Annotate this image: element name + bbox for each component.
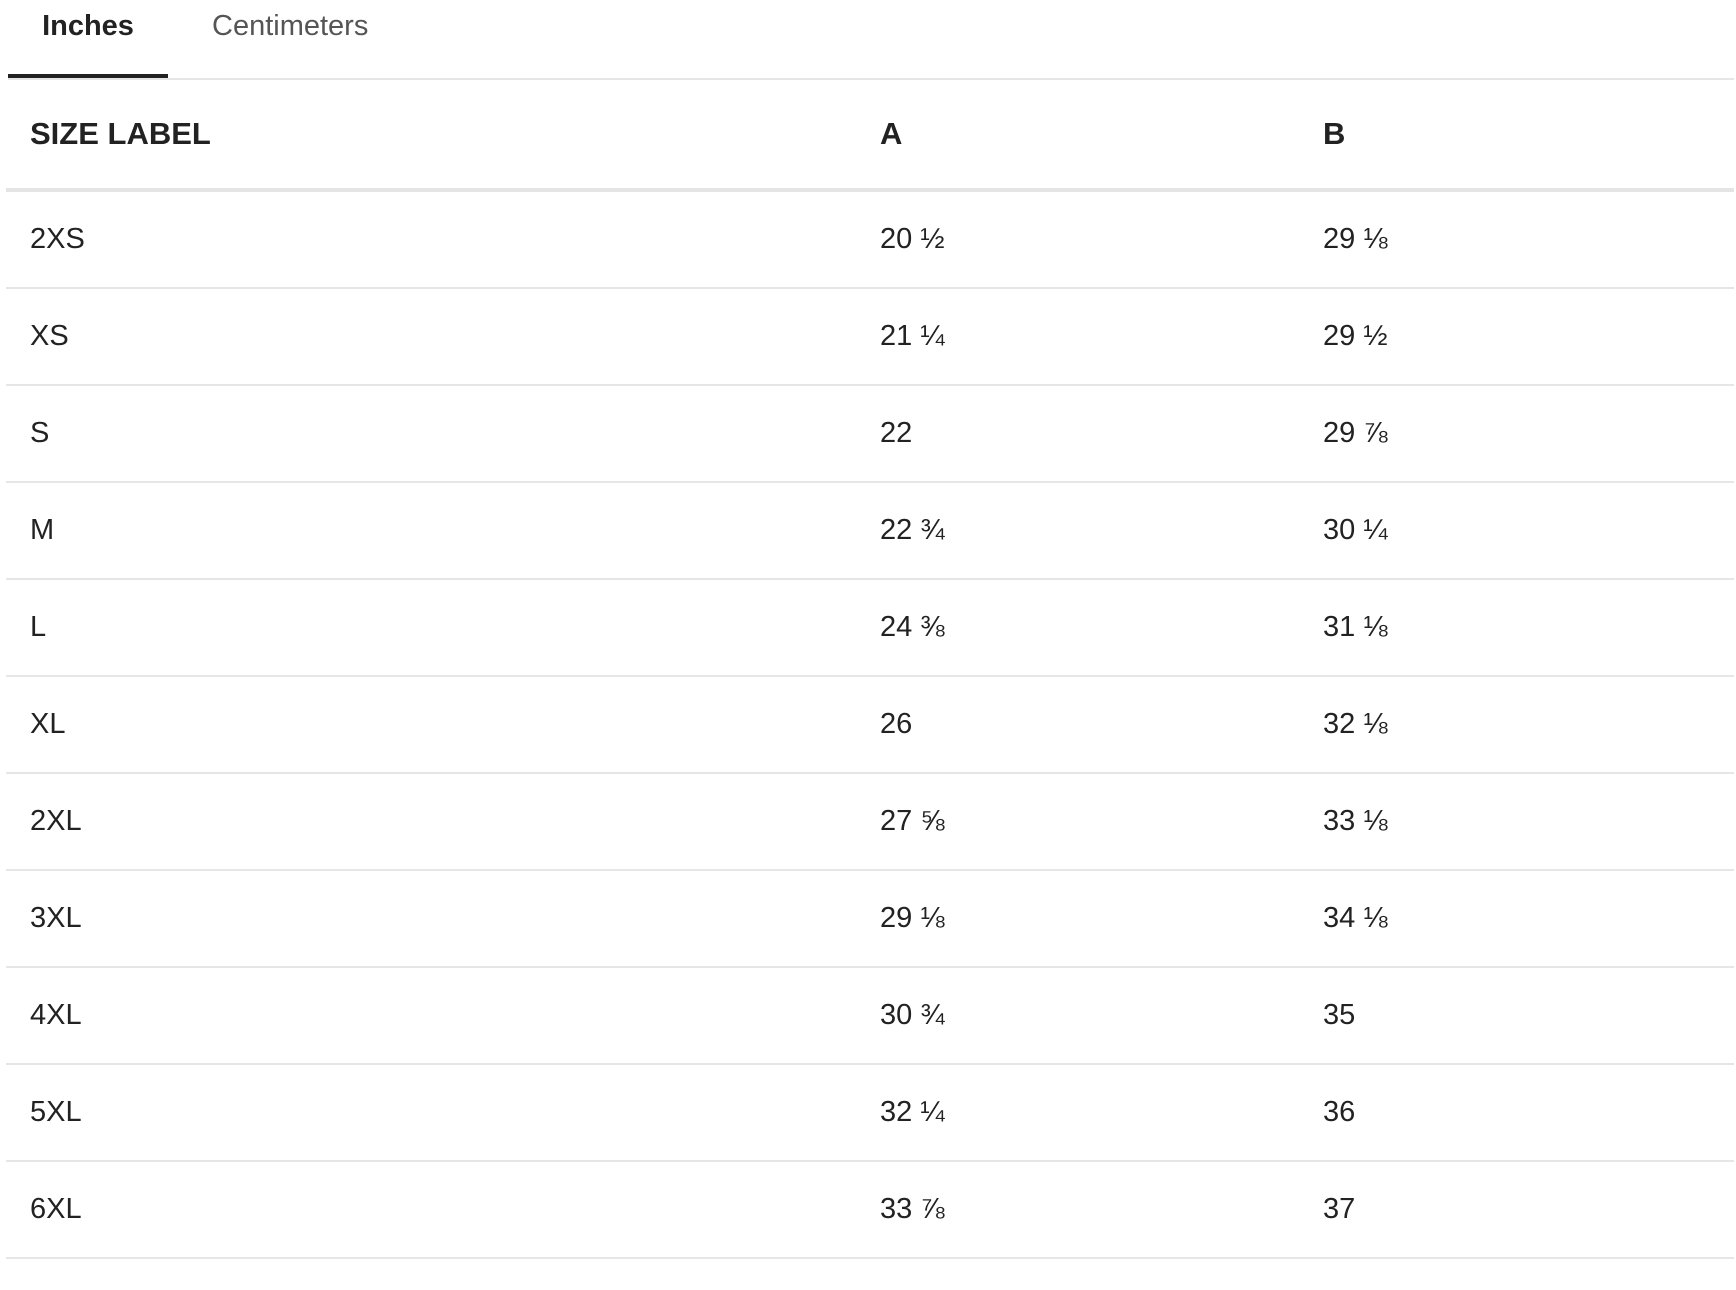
table-row: XL 26 32 ⅛ (6, 676, 1734, 774)
cell-size: 2XS (6, 190, 880, 289)
table-row: 4XL 30 ¾ 35 (6, 967, 1734, 1065)
cell-a: 32 ¼ (880, 1064, 1323, 1162)
cell-size: L (6, 579, 880, 677)
cell-size: M (6, 482, 880, 580)
unit-tabs: Inches Centimeters (8, 0, 1734, 80)
cell-a: 22 ¾ (880, 482, 1323, 580)
tab-inches[interactable]: Inches (8, 8, 168, 78)
cell-b: 31 ⅛ (1323, 579, 1734, 677)
table-row: 2XL 27 ⅝ 33 ⅛ (6, 773, 1734, 871)
table-row: XS 21 ¼ 29 ½ (6, 288, 1734, 386)
cell-b: 37 (1323, 1161, 1734, 1259)
table-row: 6XL 33 ⅞ 37 (6, 1161, 1734, 1259)
table-row: M 22 ¾ 30 ¼ (6, 482, 1734, 580)
cell-b: 36 (1323, 1064, 1734, 1162)
cell-size: 2XL (6, 773, 880, 871)
cell-a: 20 ½ (880, 190, 1323, 289)
cell-a: 29 ⅛ (880, 870, 1323, 968)
size-chart-table: SIZE LABEL A B 2XS 20 ½ 29 ⅛ XS 21 ¼ 29 ½ S 22 2… (6, 80, 1734, 1259)
cell-size: 5XL (6, 1064, 880, 1162)
cell-size: XS (6, 288, 880, 386)
table-row: S 22 29 ⅞ (6, 385, 1734, 483)
cell-size: S (6, 385, 880, 483)
table-row: 3XL 29 ⅛ 34 ⅛ (6, 870, 1734, 968)
cell-size: 4XL (6, 967, 880, 1065)
cell-b: 30 ¼ (1323, 482, 1734, 580)
cell-b: 29 ½ (1323, 288, 1734, 386)
cell-size: 6XL (6, 1161, 880, 1259)
table-header-row: SIZE LABEL A B (6, 80, 1734, 192)
header-b: B (1323, 80, 1734, 192)
cell-a: 30 ¾ (880, 967, 1323, 1065)
cell-a: 24 ⅜ (880, 579, 1323, 677)
cell-b: 32 ⅛ (1323, 676, 1734, 774)
cell-b: 29 ⅞ (1323, 385, 1734, 483)
cell-size: XL (6, 676, 880, 774)
cell-b: 33 ⅛ (1323, 773, 1734, 871)
header-a: A (880, 80, 1323, 192)
table-row: L 24 ⅜ 31 ⅛ (6, 579, 1734, 677)
cell-b: 29 ⅛ (1323, 190, 1734, 289)
table-row: 5XL 32 ¼ 36 (6, 1064, 1734, 1162)
header-size-label: SIZE LABEL (6, 80, 880, 192)
table-row: 2XS 20 ½ 29 ⅛ (6, 190, 1734, 289)
cell-b: 34 ⅛ (1323, 870, 1734, 968)
cell-a: 27 ⅝ (880, 773, 1323, 871)
cell-b: 35 (1323, 967, 1734, 1065)
cell-a: 21 ¼ (880, 288, 1323, 386)
cell-a: 26 (880, 676, 1323, 774)
cell-size: 3XL (6, 870, 880, 968)
cell-a: 33 ⅞ (880, 1161, 1323, 1259)
cell-a: 22 (880, 385, 1323, 483)
tab-centimeters[interactable]: Centimeters (212, 10, 369, 42)
